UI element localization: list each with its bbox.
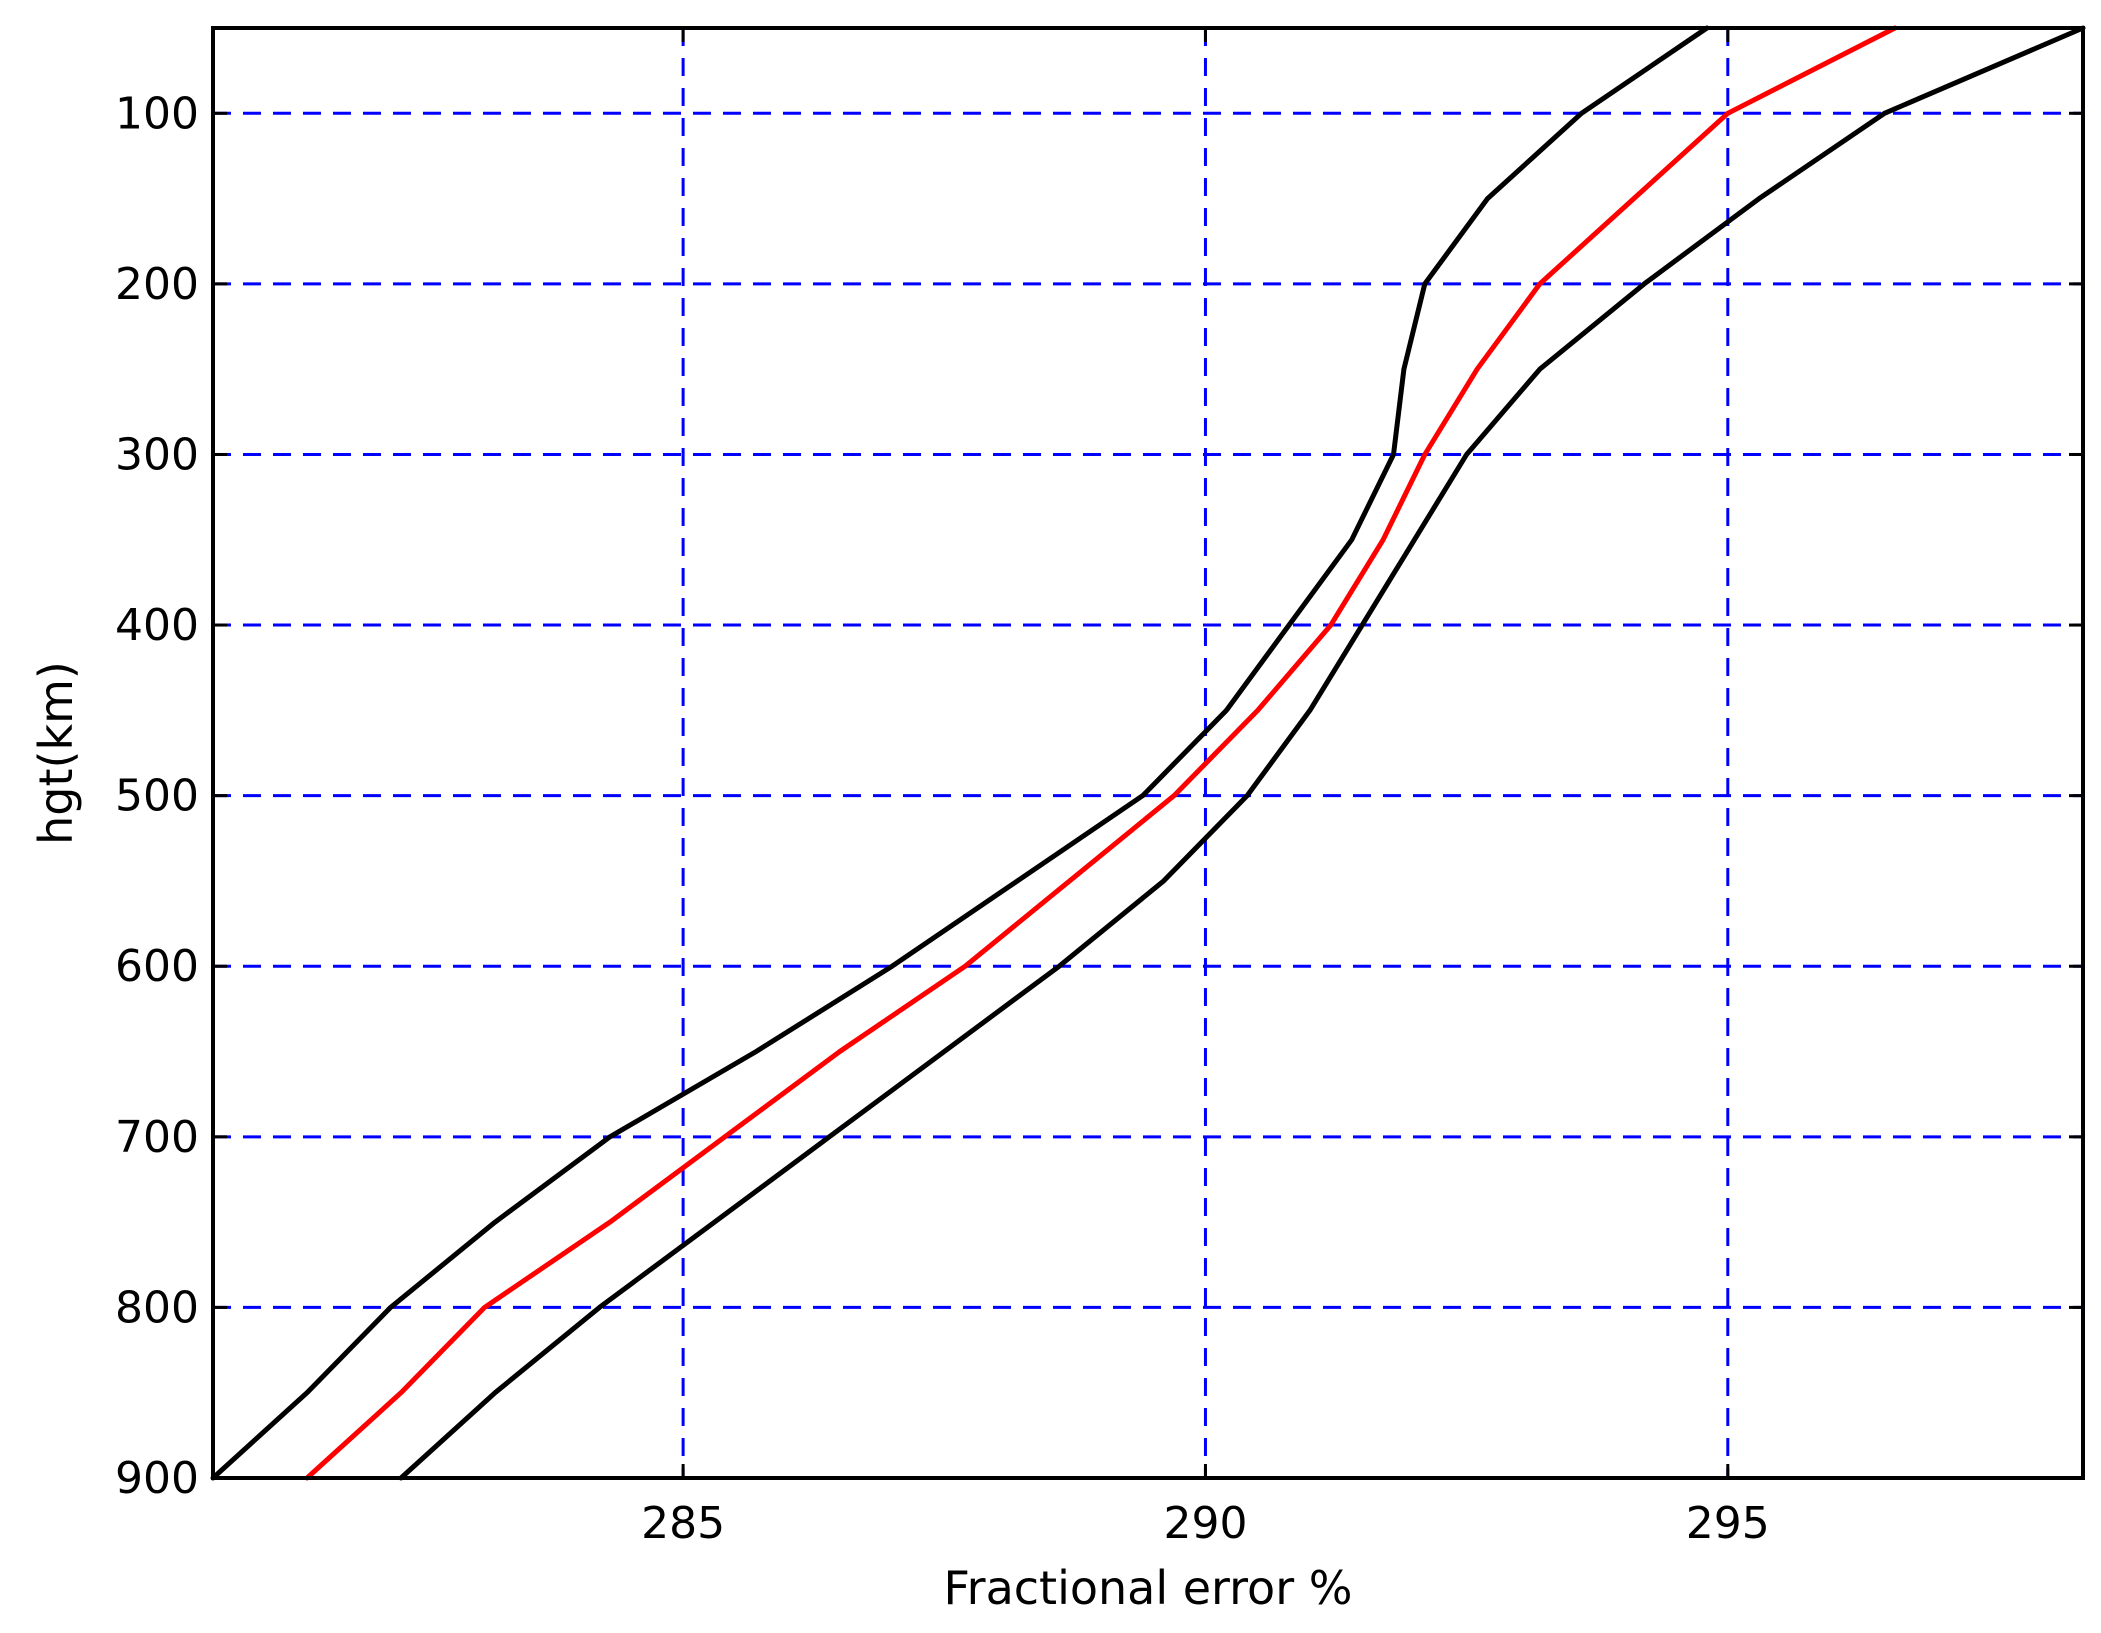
tick-labels: 285 290 295 100 200 300 400 500 600 700 800 900: [115, 88, 1770, 1549]
y-tick-label: 800: [115, 1282, 199, 1333]
x-tick-label: 290: [1163, 1498, 1247, 1549]
series-line-3: [398, 25, 2086, 1481]
series-lines: [210, 25, 2086, 1481]
y-tick-label: 100: [115, 88, 199, 139]
series-line-2: [304, 25, 1898, 1481]
y-tick-label: 700: [115, 1112, 199, 1163]
series-line-1: [210, 25, 1710, 1481]
x-axis-label: Fractional error %: [944, 1561, 1353, 1615]
y-axis-label: hgt(km): [29, 661, 83, 845]
y-tick-label: 300: [115, 429, 199, 480]
y-tick-label: 900: [115, 1453, 199, 1504]
x-tick-label: 285: [641, 1498, 725, 1549]
y-tick-label: 200: [115, 259, 199, 310]
y-tick-label: 400: [115, 600, 199, 651]
tick-marks: [213, 28, 2083, 1480]
y-tick-label: 500: [115, 771, 199, 822]
y-tick-label: 600: [115, 941, 199, 992]
plot-frame: [211, 26, 2085, 1480]
x-tick-label: 295: [1686, 1498, 1770, 1549]
grid: [213, 28, 2083, 1480]
